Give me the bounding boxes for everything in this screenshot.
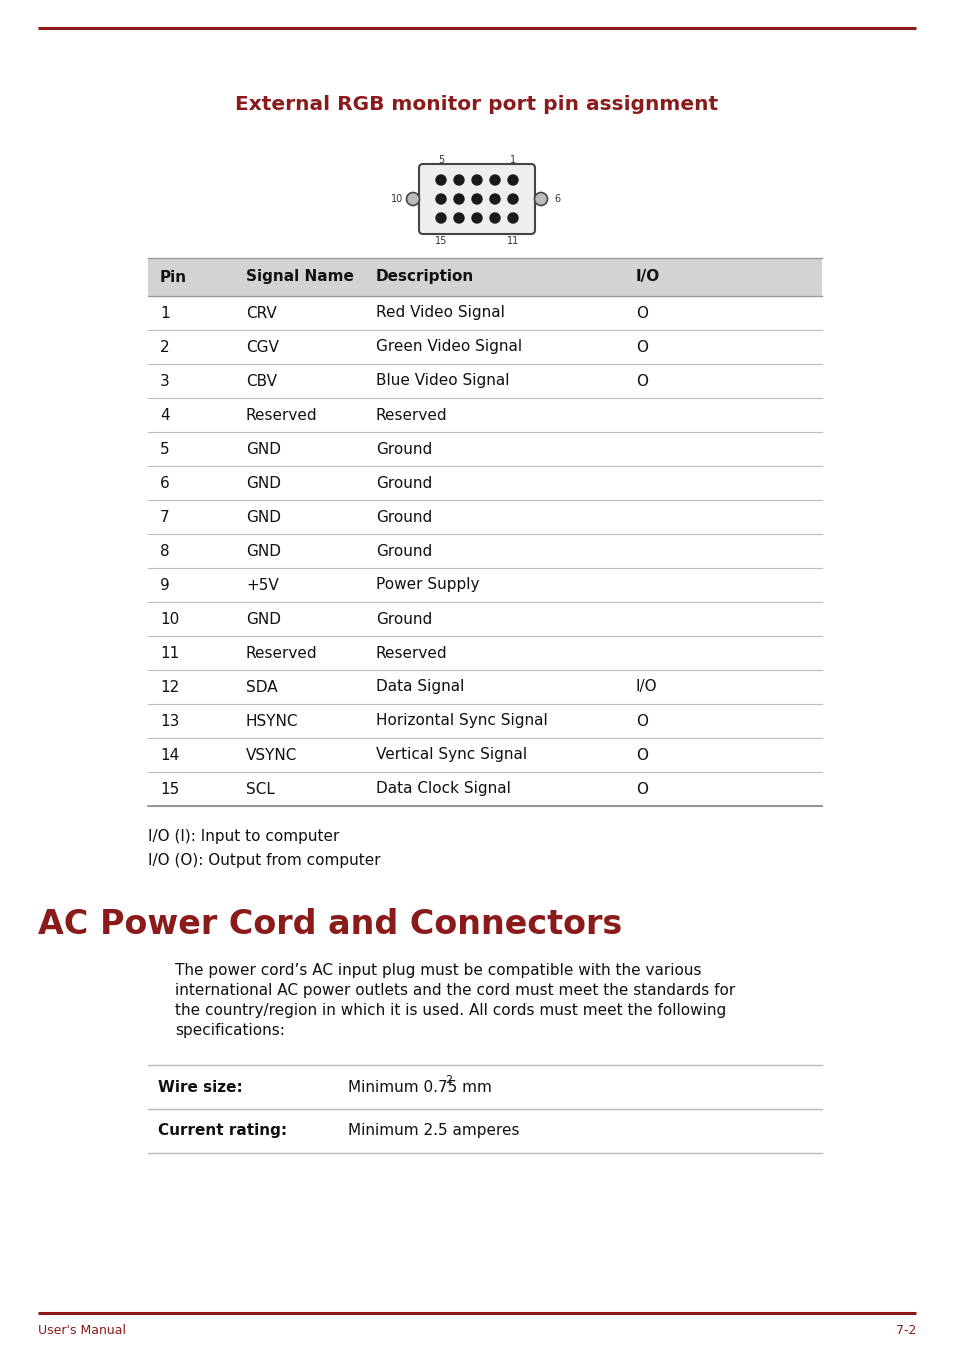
Text: Power Supply: Power Supply: [375, 577, 479, 593]
Circle shape: [534, 192, 547, 206]
Circle shape: [507, 175, 517, 186]
Text: 10: 10: [160, 612, 179, 627]
Text: specifications:: specifications:: [174, 1024, 285, 1038]
Text: GND: GND: [246, 441, 281, 456]
Text: 1: 1: [160, 305, 170, 320]
Text: 5: 5: [160, 441, 170, 456]
Text: AC Power Cord and Connectors: AC Power Cord and Connectors: [38, 908, 621, 942]
Circle shape: [436, 194, 446, 204]
Text: External RGB monitor port pin assignment: External RGB monitor port pin assignment: [235, 95, 718, 114]
FancyBboxPatch shape: [418, 164, 535, 234]
Circle shape: [472, 213, 481, 223]
Text: Blue Video Signal: Blue Video Signal: [375, 374, 509, 389]
Text: 14: 14: [160, 748, 179, 763]
Text: Vertical Sync Signal: Vertical Sync Signal: [375, 748, 527, 763]
Text: 3: 3: [160, 374, 170, 389]
Text: 11: 11: [160, 646, 179, 660]
Circle shape: [472, 175, 481, 186]
Text: 10: 10: [391, 194, 403, 204]
Text: 2: 2: [160, 339, 170, 355]
Circle shape: [490, 213, 499, 223]
Text: international AC power outlets and the cord must meet the standards for: international AC power outlets and the c…: [174, 983, 735, 998]
Text: GND: GND: [246, 476, 281, 491]
Text: 7: 7: [160, 510, 170, 525]
Text: I/O (O): Output from computer: I/O (O): Output from computer: [148, 853, 380, 868]
Text: VSYNC: VSYNC: [246, 748, 297, 763]
Text: SDA: SDA: [246, 679, 277, 694]
Text: CGV: CGV: [246, 339, 278, 355]
Text: 11: 11: [506, 235, 518, 246]
Text: 9: 9: [160, 577, 170, 593]
Text: Data Clock Signal: Data Clock Signal: [375, 781, 511, 796]
Text: Description: Description: [375, 269, 474, 285]
Text: +5V: +5V: [246, 577, 278, 593]
Text: Ground: Ground: [375, 441, 432, 456]
Text: Reserved: Reserved: [246, 408, 317, 422]
Text: 15: 15: [435, 235, 447, 246]
Text: Red Video Signal: Red Video Signal: [375, 305, 504, 320]
Text: HSYNC: HSYNC: [246, 713, 298, 729]
FancyBboxPatch shape: [148, 258, 821, 296]
Text: Data Signal: Data Signal: [375, 679, 464, 694]
Text: Ground: Ground: [375, 510, 432, 525]
Text: SCL: SCL: [246, 781, 274, 796]
Text: 5: 5: [437, 155, 444, 165]
Text: O: O: [636, 713, 647, 729]
Circle shape: [490, 194, 499, 204]
Text: Current rating:: Current rating:: [158, 1123, 287, 1138]
Circle shape: [454, 175, 463, 186]
Text: Reserved: Reserved: [375, 408, 447, 422]
Text: 7-2: 7-2: [895, 1323, 915, 1337]
Text: GND: GND: [246, 510, 281, 525]
Text: I/O: I/O: [636, 679, 657, 694]
Text: Reserved: Reserved: [375, 646, 447, 660]
Text: Green Video Signal: Green Video Signal: [375, 339, 521, 355]
Text: CBV: CBV: [246, 374, 276, 389]
Text: Horizontal Sync Signal: Horizontal Sync Signal: [375, 713, 547, 729]
Text: O: O: [636, 305, 647, 320]
Text: O: O: [636, 781, 647, 796]
Text: GND: GND: [246, 612, 281, 627]
Text: I/O: I/O: [636, 269, 659, 285]
Text: O: O: [636, 748, 647, 763]
Circle shape: [507, 194, 517, 204]
Text: 4: 4: [160, 408, 170, 422]
Text: Ground: Ground: [375, 543, 432, 558]
Text: O: O: [636, 339, 647, 355]
Text: Reserved: Reserved: [246, 646, 317, 660]
Text: Pin: Pin: [160, 269, 187, 285]
Text: Ground: Ground: [375, 476, 432, 491]
Text: 12: 12: [160, 679, 179, 694]
Circle shape: [436, 213, 446, 223]
Text: 2: 2: [445, 1075, 452, 1085]
Text: The power cord’s AC input plug must be compatible with the various: The power cord’s AC input plug must be c…: [174, 963, 700, 978]
Circle shape: [436, 175, 446, 186]
Text: 6: 6: [554, 194, 559, 204]
Text: 15: 15: [160, 781, 179, 796]
Text: 8: 8: [160, 543, 170, 558]
Circle shape: [507, 213, 517, 223]
Text: Ground: Ground: [375, 612, 432, 627]
Circle shape: [472, 194, 481, 204]
Text: 6: 6: [160, 476, 170, 491]
Text: Wire size:: Wire size:: [158, 1080, 242, 1095]
Text: I/O (I): Input to computer: I/O (I): Input to computer: [148, 829, 339, 843]
Circle shape: [454, 194, 463, 204]
Circle shape: [490, 175, 499, 186]
Text: Signal Name: Signal Name: [246, 269, 354, 285]
Text: User's Manual: User's Manual: [38, 1323, 126, 1337]
Text: 13: 13: [160, 713, 179, 729]
Text: CRV: CRV: [246, 305, 276, 320]
Text: Minimum 2.5 amperes: Minimum 2.5 amperes: [348, 1123, 519, 1138]
Circle shape: [406, 192, 419, 206]
Text: GND: GND: [246, 543, 281, 558]
Circle shape: [454, 213, 463, 223]
Text: O: O: [636, 374, 647, 389]
Text: Minimum 0.75 mm: Minimum 0.75 mm: [348, 1080, 492, 1095]
Text: 1: 1: [510, 155, 516, 165]
Text: the country/region in which it is used. All cords must meet the following: the country/region in which it is used. …: [174, 1003, 725, 1018]
